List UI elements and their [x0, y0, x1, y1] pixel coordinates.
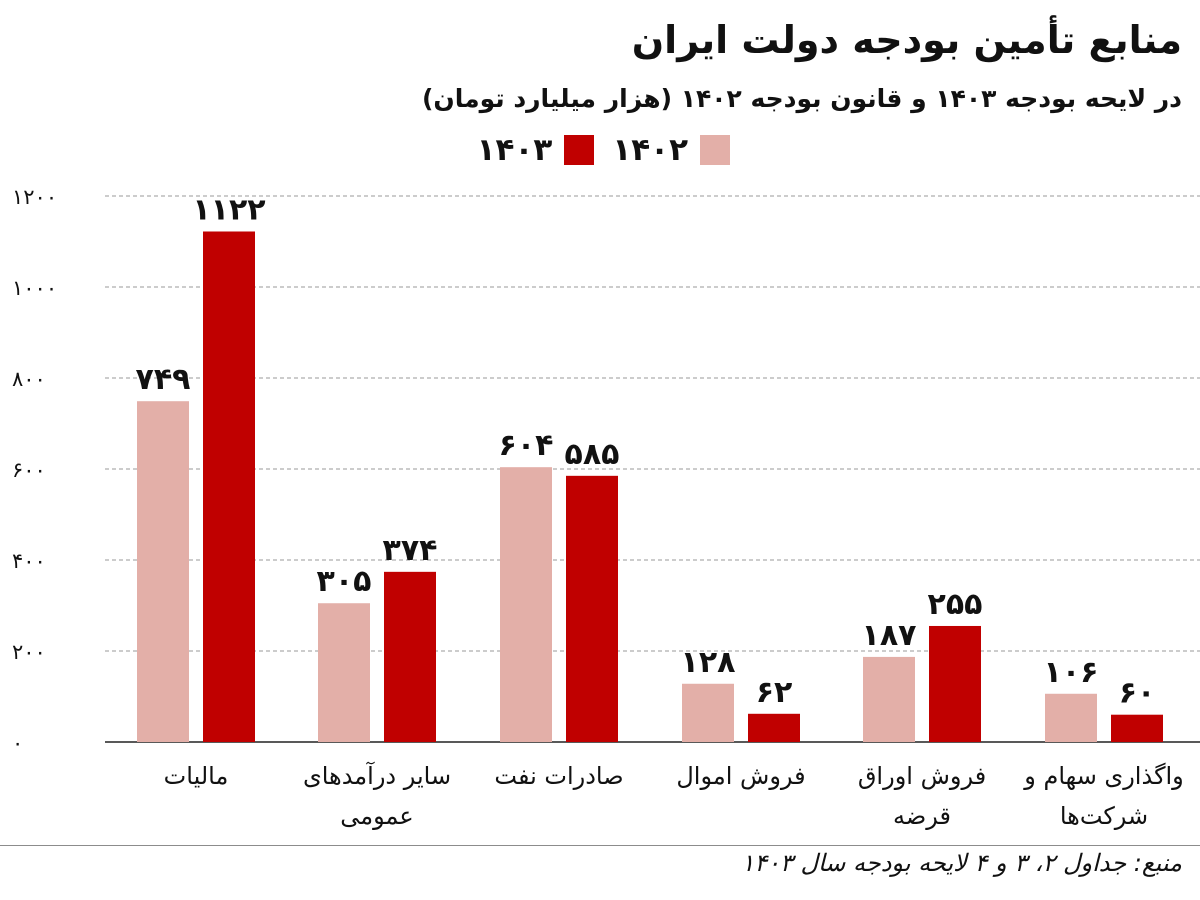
chart-subtitle: در لایحه بودجه ۱۴۰۳ و قانون بودجه ۱۴۰۲ (… — [421, 84, 1182, 113]
legend-label-1403: ۱۴۰۳ — [476, 132, 553, 168]
bar-1402-category-1 — [137, 401, 189, 742]
bar-1403-category-1 — [203, 231, 255, 743]
data-label-1403-category-3: ۵۸۵ — [565, 437, 620, 472]
bar-1402-category-2 — [318, 603, 370, 742]
bar-1402-category-4 — [682, 683, 734, 742]
data-label-1403-category-4: ۶۲ — [756, 675, 793, 710]
source-note: منبع: جداول ۲، ۳ و ۴ لایحه بودجه سال ۱۴۰… — [741, 849, 1182, 877]
category-label-6-line-1: واگذاری سهام و — [1023, 762, 1184, 790]
legend-label-1402: ۱۴۰۲ — [612, 132, 688, 168]
legend-item-1402: ۱۴۰۲ — [612, 132, 730, 168]
data-label-1402-category-3: ۶۰۴ — [499, 428, 554, 463]
footer-divider — [0, 845, 1200, 846]
data-label-1402-category-2: ۳۰۵ — [317, 564, 372, 599]
data-label-1402-category-4: ۱۲۸ — [681, 645, 736, 680]
y-tick-label-0: ۰ — [12, 731, 23, 755]
bar-1402-category-3 — [500, 467, 552, 742]
y-tick-label-1000: ۱۰۰۰ — [12, 276, 57, 300]
chart-title: منابع تأمین بودجه دولت ایران — [631, 18, 1182, 62]
bar-1402-category-6 — [1045, 693, 1097, 742]
data-label-1403-category-1: ۱۱۲۲ — [192, 192, 265, 227]
data-label-1403-category-5: ۲۵۵ — [928, 587, 983, 622]
y-tick-label-800: ۸۰۰ — [12, 367, 46, 391]
bar-1403-category-4 — [748, 713, 800, 742]
legend-swatch-1403 — [564, 135, 595, 165]
legend: ۱۴۰۲ ۱۴۰۳ — [477, 132, 730, 168]
y-tick-label-600: ۶۰۰ — [12, 458, 46, 482]
bar-1403-category-2 — [384, 571, 436, 742]
category-label-6-line-2: شرکت‌ها — [1060, 802, 1148, 830]
data-label-1402-category-6: ۱۰۶ — [1044, 655, 1099, 690]
data-label-1403-category-6: ۶۰ — [1119, 676, 1156, 711]
category-label-1-line-1: مالیات — [164, 762, 229, 790]
bar-1403-category-6 — [1111, 714, 1163, 742]
category-label-5-line-2: قرضه — [893, 802, 951, 830]
y-tick-label-200: ۲۰۰ — [12, 640, 46, 664]
category-label-4-line-1: فروش اموال — [676, 762, 805, 790]
data-label-1402-category-5: ۱۸۷ — [862, 618, 917, 653]
legend-item-1403: ۱۴۰۳ — [477, 132, 595, 168]
category-label-5-line-1: فروش اوراق — [858, 762, 986, 790]
bar-1402-category-5 — [863, 656, 915, 742]
bar-1403-category-3 — [566, 475, 618, 742]
category-label-2-line-1: سایر درآمدهای — [303, 761, 451, 790]
y-tick-label-1200: ۱۲۰۰ — [12, 185, 57, 209]
bar-1403-category-5 — [929, 625, 981, 742]
category-label-3-line-1: صادرات نفت — [494, 762, 623, 790]
category-label-2-line-2: عمومی — [340, 802, 413, 830]
data-label-1402-category-1: ۷۴۹ — [136, 362, 191, 397]
data-label-1403-category-2: ۳۷۴ — [383, 533, 438, 568]
legend-swatch-1402 — [700, 135, 730, 165]
y-tick-label-400: ۴۰۰ — [12, 549, 46, 573]
